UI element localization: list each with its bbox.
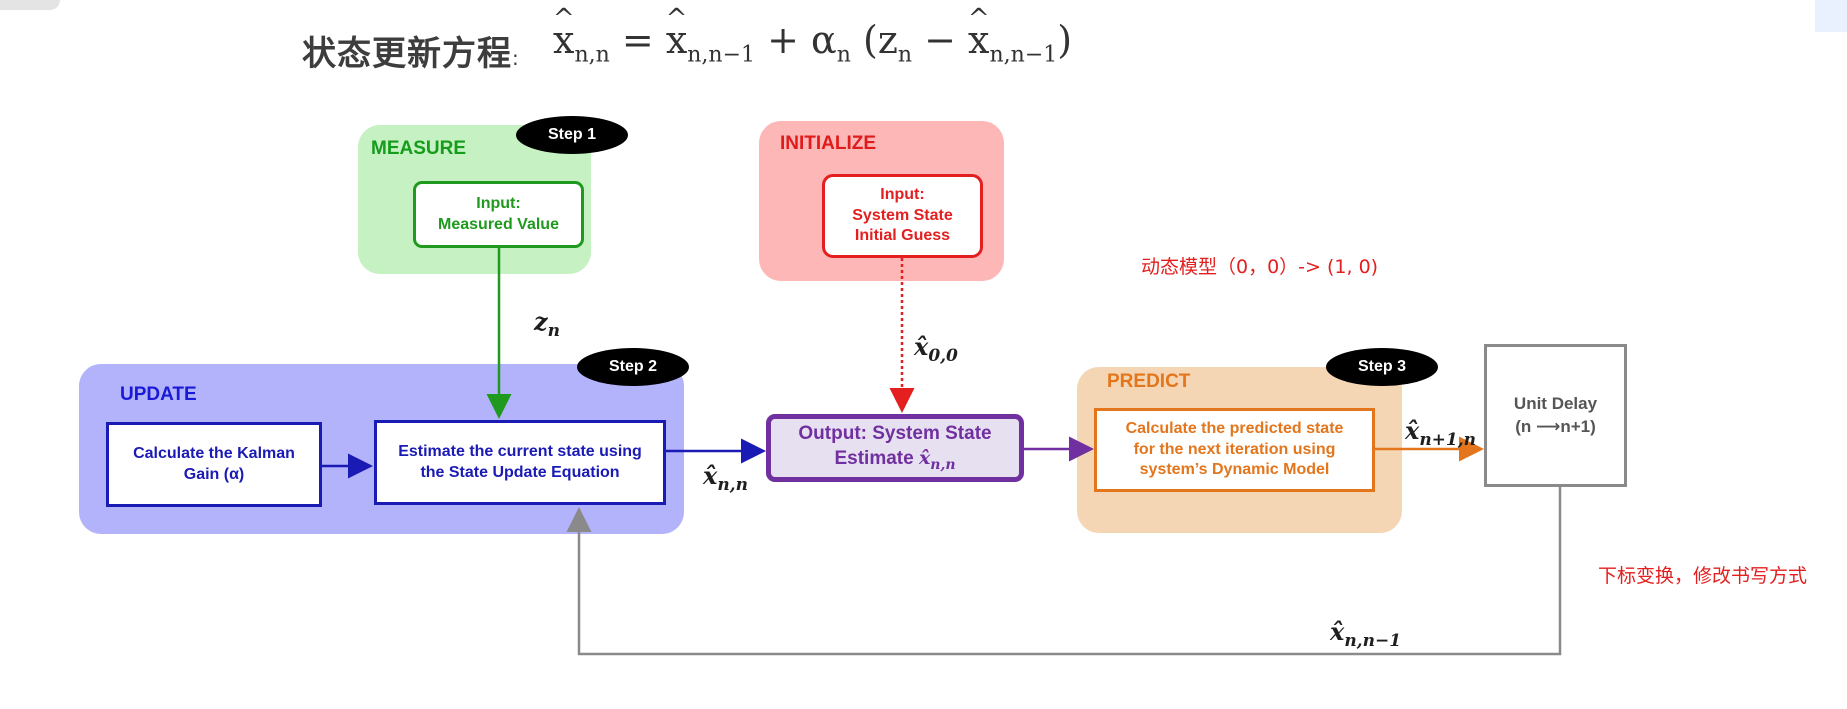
eq-plus: + bbox=[767, 18, 799, 62]
dynamic-model-note: 动态模型（0，0）-> (1, 0) bbox=[1141, 256, 1379, 278]
predict-state-line3: system’s Dynamic Model bbox=[1139, 461, 1330, 479]
estimate-state-line1: Estimate the current state using bbox=[398, 442, 642, 460]
output-state-prefix: Estimate bbox=[834, 448, 919, 470]
output-state-line1: Output: System State bbox=[798, 422, 992, 444]
step-2-badge: Step 2 bbox=[577, 348, 689, 386]
eq-alpha-sub: n bbox=[836, 42, 851, 68]
eq-alpha: α bbox=[811, 18, 837, 62]
kalman-gain-line1: Calculate the Kalman bbox=[133, 444, 295, 462]
eq-z-sub: n bbox=[897, 42, 913, 68]
symbol-xn1n: x̂n+1,n bbox=[1405, 416, 1476, 450]
symbol-zn-sub: n bbox=[547, 320, 561, 341]
initial-guess-line3: Initial Guess bbox=[854, 227, 951, 245]
unit-delay-line2: (n ⟶n+1) bbox=[1515, 416, 1596, 436]
symbol-xnn: x̂n,n bbox=[703, 461, 748, 495]
step-3-badge: Step 3 bbox=[1326, 348, 1438, 386]
symbol-xnn-sub: n,n bbox=[717, 474, 748, 495]
eq-lhs-var: x bbox=[553, 18, 574, 62]
estimate-state-line2: the State Update Equation bbox=[420, 463, 620, 481]
symbol-zn: zn bbox=[534, 307, 560, 341]
state-update-equation: xn,n = xn,n−1 + αn (zn − xn,n−1) bbox=[553, 18, 1072, 68]
output-state-var: x̂ bbox=[918, 447, 931, 470]
corner-decoration bbox=[0, 0, 60, 10]
initial-guess-box: Input: System State Initial Guess bbox=[822, 174, 983, 258]
update-label: UPDATE bbox=[120, 384, 197, 405]
equation-title-colon: : bbox=[512, 46, 520, 70]
symbol-xnn1-var: x̂ bbox=[1330, 617, 1345, 646]
eq-rhs-sub2: n,n−1 bbox=[989, 42, 1058, 68]
symbol-x00: x̂0,0 bbox=[914, 332, 958, 366]
eq-rhs-sub1: n,n−1 bbox=[687, 42, 756, 68]
step-1-badge: Step 1 bbox=[516, 116, 628, 154]
measure-label: MEASURE bbox=[371, 138, 467, 159]
symbol-xnn-var: x̂ bbox=[703, 461, 718, 490]
feedback-loop bbox=[566, 487, 1562, 656]
predict-label: PREDICT bbox=[1107, 371, 1191, 392]
predict-state-line2: for the next iteration using bbox=[1133, 440, 1336, 458]
kalman-gain-box: Calculate the Kalman Gain (α) bbox=[106, 422, 322, 507]
output-state-sub: n,n bbox=[930, 457, 956, 474]
initial-guess-line2: System State bbox=[852, 206, 953, 224]
predict-state-box: Calculate the predicted state for the ne… bbox=[1094, 408, 1375, 492]
eq-equals: = bbox=[621, 18, 654, 62]
kalman-gain-line2: Gain (α) bbox=[183, 465, 245, 483]
eq-lhs-sub: n,n bbox=[574, 42, 610, 68]
equation-title-text: 状态更新方程 bbox=[302, 34, 512, 74]
symbol-xn1n-sub: n+1,n bbox=[1419, 429, 1477, 450]
initial-guess-line1: Input: bbox=[880, 185, 925, 203]
symbol-xnn1-sub: n,n−1 bbox=[1344, 630, 1402, 651]
symbol-x00-var: x̂ bbox=[914, 332, 929, 361]
subscript-change-note: 下标变换，修改书写方式 bbox=[1598, 565, 1808, 587]
measured-value-line1: Input: bbox=[476, 194, 521, 212]
corner-button[interactable] bbox=[1815, 0, 1847, 32]
symbol-x00-sub: 0,0 bbox=[928, 345, 958, 366]
eq-open-paren: ( bbox=[862, 18, 878, 62]
predict-state-line1: Calculate the predicted state bbox=[1125, 419, 1344, 437]
symbol-zn-var: z bbox=[534, 307, 548, 336]
eq-close-paren: ) bbox=[1057, 18, 1073, 62]
equation-title: 状态更新方程: bbox=[302, 26, 520, 75]
eq-z: z bbox=[877, 18, 898, 62]
symbol-xnn1: x̂n,n−1 bbox=[1330, 617, 1401, 651]
output-state-line2: Estimate x̂n,n bbox=[834, 446, 955, 474]
eq-minus: − bbox=[924, 18, 956, 62]
measured-value-box: Input: Measured Value bbox=[413, 181, 584, 248]
initialize-label: INITIALIZE bbox=[780, 133, 877, 154]
symbol-xn1n-var: x̂ bbox=[1405, 416, 1420, 445]
eq-rhs-var2: x bbox=[968, 18, 989, 62]
output-state-box: Output: System State Estimate x̂n,n bbox=[766, 414, 1024, 482]
eq-rhs-var1: x bbox=[666, 18, 687, 62]
unit-delay-box: Unit Delay (n ⟶n+1) bbox=[1484, 344, 1627, 487]
unit-delay-line1: Unit Delay bbox=[1513, 394, 1598, 414]
estimate-state-box: Estimate the current state using the Sta… bbox=[374, 420, 666, 505]
measured-value-line2: Measured Value bbox=[438, 215, 559, 233]
